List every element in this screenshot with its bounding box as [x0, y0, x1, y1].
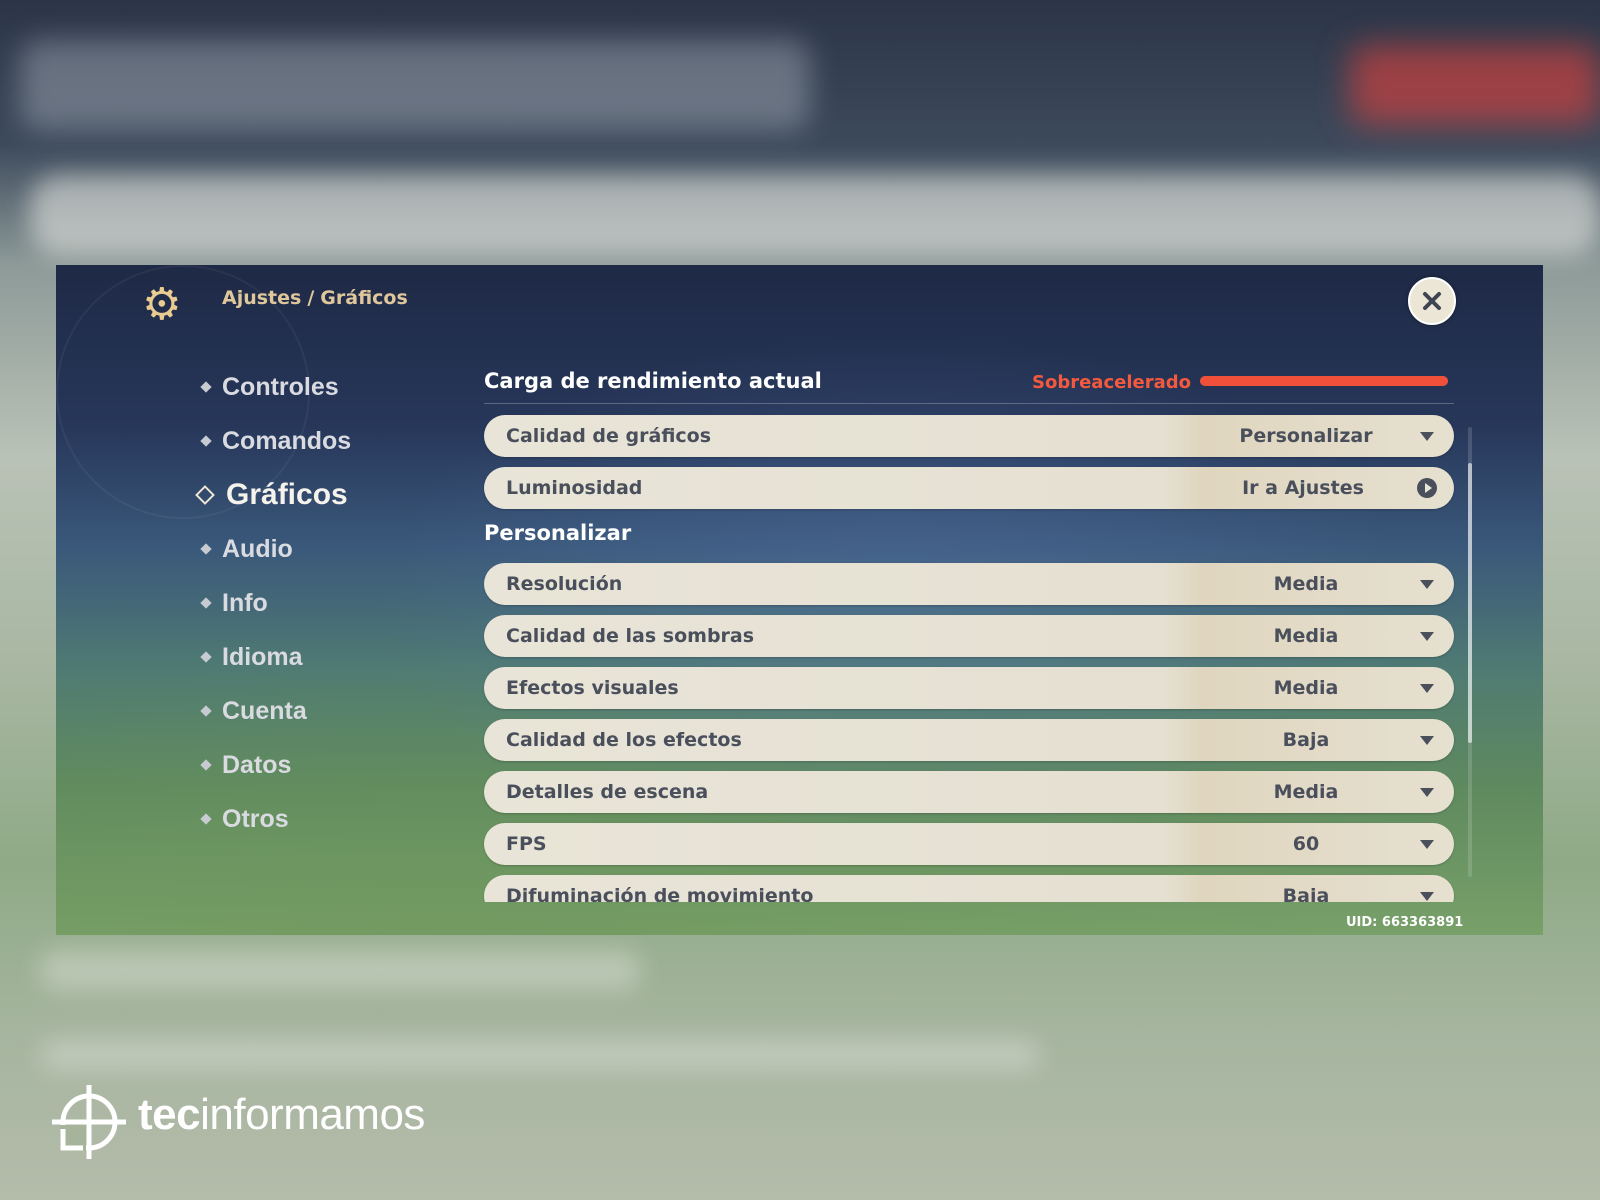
setting-value: Personalizar [1239, 425, 1373, 447]
setting-label: Difuminación de movimiento [506, 885, 814, 902]
setting-value: Ir a Ajustes [1242, 477, 1364, 499]
background-blurred-bar [30, 175, 1600, 255]
setting-row-detalles-escena[interactable]: Detalles de escena Media [484, 771, 1454, 813]
setting-label: Resolución [506, 573, 623, 595]
background-blurred-line [40, 950, 640, 990]
setting-row-calidad-graficos[interactable]: Calidad de gráficos Personalizar [484, 415, 1454, 457]
sidebar-item-label: Audio [222, 534, 293, 563]
chevron-down-icon [1420, 431, 1434, 441]
sidebar-item-comandos[interactable]: Comandos [196, 414, 466, 468]
setting-label: Calidad de los efectos [506, 729, 742, 751]
chevron-down-icon [1420, 787, 1434, 797]
setting-label: Efectos visuales [506, 677, 679, 699]
sidebar-item-info[interactable]: Info [196, 576, 466, 630]
setting-row-calidad-sombras[interactable]: Calidad de las sombras Media [484, 615, 1454, 657]
gear-icon: ⚙ [142, 279, 182, 330]
sidebar-item-label: Datos [222, 750, 292, 779]
sidebar-item-graficos[interactable]: Gráficos [195, 468, 466, 522]
brand-watermark: tecinformamos [138, 1090, 425, 1140]
setting-label: FPS [506, 833, 547, 855]
setting-row-calidad-efectos[interactable]: Calidad de los efectos Baja [484, 719, 1454, 761]
setting-row-efectos-visuales[interactable]: Efectos visuales Media [484, 667, 1454, 709]
performance-load-title: Carga de rendimiento actual [484, 369, 822, 393]
setting-value: Baja [1282, 729, 1330, 751]
setting-value: Media [1273, 573, 1339, 595]
setting-row-difuminacion-movimiento[interactable]: Difuminación de movimiento Baja [484, 875, 1454, 902]
breadcrumb-root: Ajustes [222, 287, 302, 309]
brand-part-regular: informamos [200, 1090, 425, 1139]
setting-value: Media [1273, 677, 1339, 699]
settings-sidebar: Controles Comandos Gráficos Audio Info I… [195, 360, 466, 846]
chevron-down-icon [1420, 579, 1434, 589]
close-button[interactable] [1408, 277, 1456, 325]
settings-scrollbar[interactable] [1468, 427, 1472, 877]
sidebar-item-label: Otros [222, 804, 289, 833]
performance-status: Sobreacelerado [1032, 372, 1191, 393]
sidebar-item-label: Idioma [222, 642, 303, 671]
setting-row-luminosidad[interactable]: Luminosidad Ir a Ajustes [484, 467, 1454, 509]
sidebar-item-idioma[interactable]: Idioma [196, 630, 466, 684]
sidebar-item-label: Gráficos [226, 478, 348, 511]
setting-label: Calidad de gráficos [506, 425, 712, 447]
setting-value: Media [1273, 781, 1339, 803]
setting-value: 60 [1292, 833, 1320, 855]
settings-panel: ⚙ Ajustes / Gráficos Controles Comandos Gr… [56, 265, 1543, 935]
diamond-bullet-icon [200, 381, 212, 393]
breadcrumb-current: Gráficos [320, 287, 408, 309]
settings-list: Calidad de gráficos Personalizar Luminos… [56, 405, 1543, 902]
setting-label: Calidad de las sombras [506, 625, 755, 647]
sidebar-item-datos[interactable]: Datos [196, 738, 466, 792]
crosshair-logo-icon [52, 1085, 126, 1159]
sidebar-item-otros[interactable]: Otros [196, 792, 466, 846]
breadcrumb-separator: / [307, 287, 315, 309]
close-icon [1423, 292, 1441, 310]
sidebar-item-controles[interactable]: Controles [196, 360, 466, 414]
setting-row-fps[interactable]: FPS 60 [484, 823, 1454, 865]
brand-part-bold: tec [138, 1090, 201, 1139]
uid-label: UID: 663363891 [1346, 915, 1464, 930]
sidebar-item-label: Cuenta [222, 696, 307, 725]
panel-decoration [56, 265, 310, 519]
sidebar-item-audio[interactable]: Audio [196, 522, 466, 576]
divider [484, 403, 1454, 404]
sidebar-item-label: Info [222, 588, 268, 617]
setting-value: Media [1273, 625, 1339, 647]
setting-label: Detalles de escena [506, 781, 709, 803]
chevron-down-icon [1420, 735, 1434, 745]
sidebar-item-label: Controles [222, 372, 339, 401]
chevron-down-icon [1420, 891, 1434, 901]
chevron-down-icon [1420, 631, 1434, 641]
setting-label: Luminosidad [506, 477, 643, 499]
performance-load-bar-fill [1200, 376, 1448, 386]
chevron-down-icon [1420, 683, 1434, 693]
sidebar-item-cuenta[interactable]: Cuenta [196, 684, 466, 738]
arrow-right-circle-icon [1417, 478, 1437, 498]
background-blurred-line [40, 1040, 1040, 1070]
sidebar-item-label: Comandos [222, 426, 352, 455]
scrollbar-thumb[interactable] [1468, 463, 1472, 743]
performance-load-bar [1200, 376, 1448, 386]
section-title-personalizar: Personalizar [484, 521, 632, 545]
setting-row-resolucion[interactable]: Resolución Media [484, 563, 1454, 605]
background-blurred-title [20, 40, 810, 130]
background-blurred-button [1350, 45, 1600, 125]
setting-value: Baja [1282, 885, 1330, 902]
chevron-down-icon [1420, 839, 1434, 849]
breadcrumb: Ajustes / Gráficos [222, 287, 408, 309]
